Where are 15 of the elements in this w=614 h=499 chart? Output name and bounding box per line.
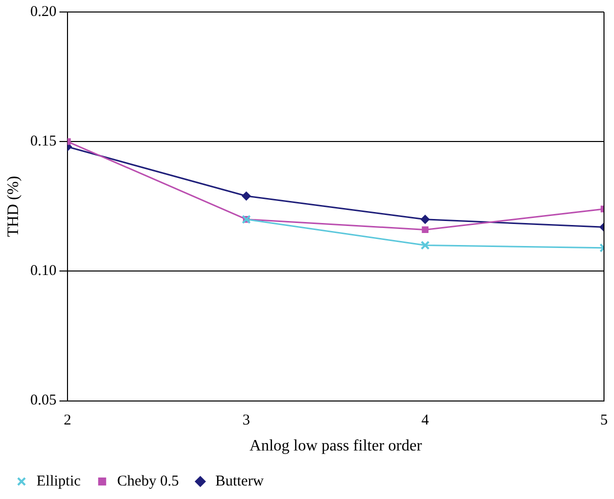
y-tick-label: 0.05: [30, 392, 56, 409]
x-axis-title: Anlog low pass filter order: [250, 438, 423, 455]
y-axis-title: THD (%): [4, 176, 22, 237]
y-tick-label: 0.15: [30, 134, 56, 150]
point: [420, 240, 430, 250]
point: [422, 226, 428, 234]
legend-label: Elliptic: [36, 473, 81, 490]
x-tick-label: 3: [242, 412, 250, 429]
legend-label: Cheby 0.5: [117, 473, 179, 490]
y-tick-label: 0.10: [30, 263, 56, 280]
y-tick-label: 0.20: [30, 4, 56, 20]
x-tick-label: 4: [421, 412, 430, 429]
x-tick-label: 5: [600, 412, 608, 429]
x-tick-label: 2: [64, 412, 72, 429]
legend-label: Butterw: [215, 473, 264, 490]
